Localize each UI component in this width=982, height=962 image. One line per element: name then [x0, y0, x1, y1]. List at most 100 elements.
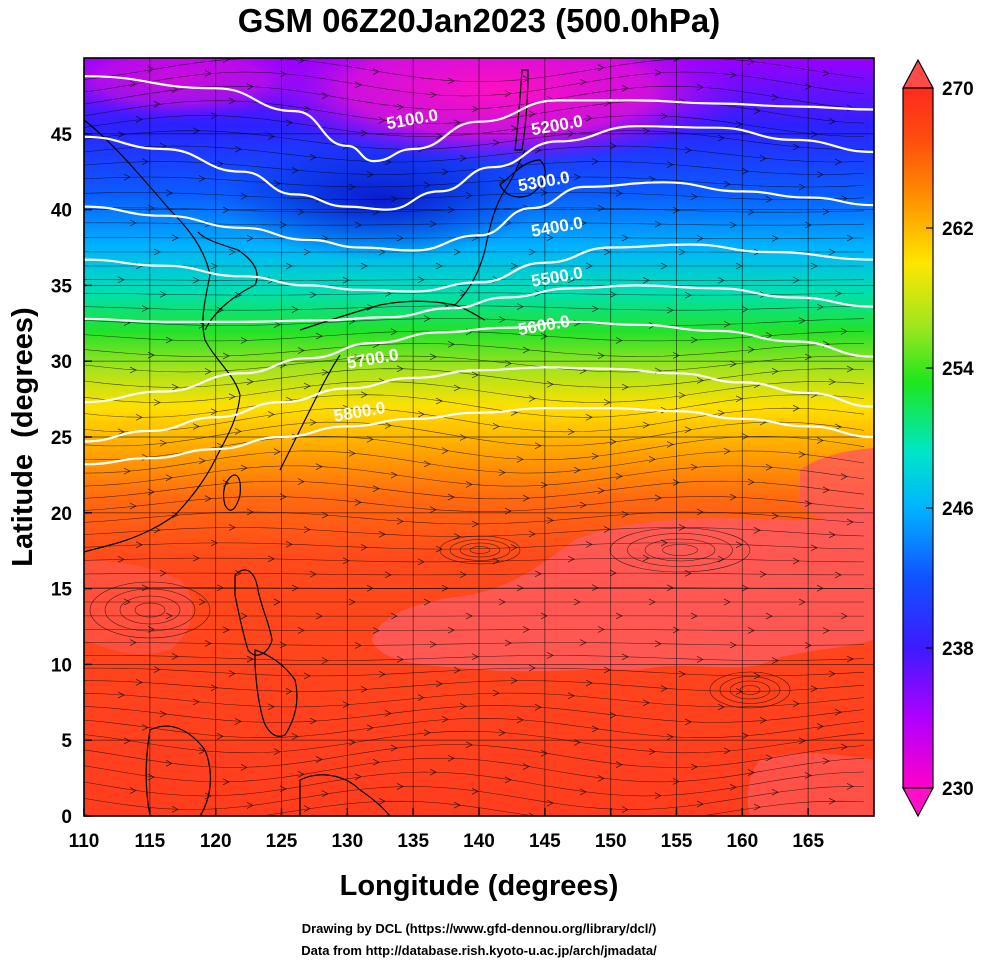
streamline-arrow	[591, 584, 599, 592]
streamline-arrow	[771, 657, 779, 664]
streamline-arrow	[747, 58, 755, 65]
x-tick-label: 145	[529, 831, 561, 852]
coast-japan-main	[299, 300, 486, 331]
coast-sakhalin	[514, 69, 529, 151]
streamline-arrow	[165, 612, 173, 620]
streamline-arrow	[117, 276, 125, 284]
streamline-arrow	[723, 447, 731, 455]
streamline-arrow	[321, 790, 329, 798]
streamline-arrow	[435, 545, 443, 553]
streamline-arrow	[159, 710, 167, 718]
streamline-arrow	[604, 820, 610, 826]
cold-core-magenta	[250, 58, 750, 165]
streamline-arrow	[390, 471, 398, 479]
streamline-arrow	[429, 220, 437, 228]
streamline-arrow	[228, 248, 236, 256]
streamline-arrow	[798, 451, 806, 458]
streamline	[84, 145, 865, 163]
streamline-arrow	[135, 679, 143, 686]
streamline	[84, 572, 864, 576]
contour-line	[84, 243, 874, 293]
streamline-arrow	[534, 146, 542, 154]
streamline-arrow	[642, 421, 650, 429]
streamline-arrow	[204, 70, 212, 77]
vortex-streamline	[739, 685, 761, 695]
streamline-arrow	[297, 347, 305, 354]
streamline-arrow	[696, 656, 704, 663]
streamline-arrow	[246, 83, 254, 90]
streamline-arrow	[423, 729, 431, 737]
streamline-arrow	[135, 116, 143, 123]
streamline-arrow	[804, 642, 812, 649]
streamline-arrow	[429, 506, 437, 514]
streamline-arrow	[522, 346, 530, 354]
streamline-arrow	[291, 306, 299, 313]
streamline-arrow	[753, 803, 761, 811]
streamline-arrow	[171, 86, 179, 93]
streamline-arrow	[417, 410, 425, 418]
streamline-arrow	[816, 437, 824, 444]
streamline-arrow	[123, 737, 131, 745]
streamline-arrow	[666, 733, 674, 741]
streamline-arrow	[153, 666, 161, 673]
streamline-arrow	[567, 428, 575, 436]
streamline-arrow	[246, 234, 254, 242]
streamline	[84, 557, 865, 563]
streamline-arrow	[528, 395, 536, 402]
streamline-arrow	[597, 204, 605, 212]
streamline	[84, 705, 865, 723]
warm-pool-west	[84, 560, 193, 655]
streamline-arrow	[123, 173, 131, 181]
vortex-streamline	[449, 539, 511, 561]
streamline-arrow	[210, 262, 218, 270]
vortex-streamline	[627, 533, 733, 567]
streamline-arrow	[123, 598, 131, 606]
streamline-arrow	[666, 584, 674, 592]
streamline-arrow	[498, 598, 506, 606]
streamline-arrow	[828, 797, 836, 805]
streamline-arrow	[804, 221, 812, 229]
streamline-arrow	[621, 234, 629, 242]
streamline-arrow	[246, 508, 254, 516]
streamline-arrow	[741, 433, 749, 440]
streamline-arrow	[846, 518, 854, 526]
streamline-arrow	[654, 69, 662, 77]
streamline-arrow	[348, 598, 356, 606]
streamline-arrow	[117, 556, 125, 563]
contour-line	[84, 320, 874, 404]
streamline-arrow	[840, 328, 848, 335]
x-axis-label: Longitude (degrees)	[340, 870, 619, 902]
streamline-arrow	[303, 526, 311, 533]
streamline-arrow	[540, 749, 548, 757]
streamline-arrow	[654, 640, 662, 648]
streamline-arrow	[585, 541, 593, 548]
streamline-arrow	[192, 423, 200, 430]
streamline-arrow	[372, 68, 380, 75]
streamline-arrow	[390, 195, 398, 203]
streamline-arrow	[396, 656, 404, 663]
streamline-arrow	[834, 571, 842, 579]
streamline-arrow	[834, 290, 842, 297]
streamline-arrow	[129, 787, 137, 794]
streamline-arrow	[609, 291, 617, 298]
streamline-arrow	[210, 684, 218, 692]
contour-line	[84, 366, 874, 443]
streamline-arrow	[546, 652, 554, 659]
streamline-arrow	[342, 701, 350, 708]
streamline-arrow	[423, 315, 431, 322]
contour-line	[84, 125, 874, 211]
streamline-arrow	[315, 756, 323, 763]
streamline-arrow	[717, 409, 725, 417]
streamline-arrow	[573, 598, 581, 606]
streamline-arrow	[798, 598, 806, 606]
streamline-arrow	[660, 112, 668, 120]
streamline-arrow	[504, 639, 512, 647]
streamline-arrow	[429, 91, 437, 99]
contour-line	[84, 75, 874, 163]
streamline-arrow	[765, 754, 773, 762]
streamline-arrow	[471, 371, 479, 379]
streamline-arrow	[522, 763, 530, 770]
vortex-streamline	[662, 544, 698, 556]
streamline-arrow	[828, 378, 836, 386]
